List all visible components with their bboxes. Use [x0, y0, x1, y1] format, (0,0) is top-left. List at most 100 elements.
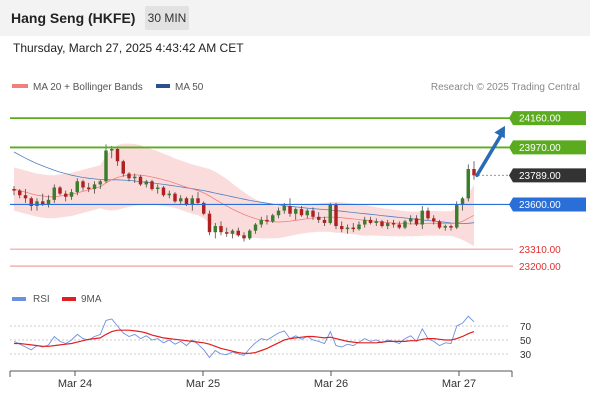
x-tick-label: Mar 26 — [314, 378, 348, 390]
candle — [115, 147, 120, 166]
candle — [18, 189, 22, 199]
candle — [288, 198, 292, 217]
candle — [391, 219, 396, 228]
candle — [426, 207, 430, 220]
candle — [179, 195, 183, 205]
interval-button[interactable]: 30 MIN — [145, 6, 189, 30]
candle — [271, 213, 275, 223]
level-target-text: 23200.00 — [519, 262, 561, 273]
x-axis: Mar 24 Mar 25 Mar 26 Mar 27 — [9, 370, 513, 390]
ma20-legend-swatch — [12, 84, 28, 88]
candle — [144, 179, 148, 188]
candle — [397, 221, 401, 230]
level-tag-text: 23600.00 — [519, 200, 561, 211]
candle — [420, 206, 424, 230]
rsi-ma-legend-swatch — [62, 297, 76, 301]
candle — [242, 232, 246, 242]
candle — [92, 181, 97, 194]
level-tag-text: 23970.00 — [519, 143, 561, 154]
candle — [196, 192, 200, 205]
candle — [207, 210, 212, 236]
legend: MA 20 + Bollinger Bands MA 50 Research ©… — [12, 82, 580, 93]
candle — [322, 216, 327, 227]
x-tick-label: Mar 25 — [186, 378, 220, 390]
level-tag: 23600.00 — [509, 197, 586, 212]
candle — [351, 222, 355, 233]
rsi-legend-swatch — [12, 297, 26, 301]
bollinger-band — [14, 143, 474, 247]
candle — [161, 185, 166, 197]
candle — [127, 172, 131, 182]
candle — [104, 144, 108, 183]
rsi-level-label: 50 — [520, 336, 532, 347]
candle — [368, 216, 373, 225]
ma20-legend-label: MA 20 + Bollinger Bands — [33, 82, 143, 93]
rsi-level-label: 30 — [520, 350, 532, 361]
candle — [265, 215, 269, 225]
candle — [46, 195, 51, 208]
candle — [29, 196, 33, 211]
candle — [460, 196, 465, 211]
candle — [81, 179, 85, 191]
candle — [253, 222, 258, 234]
candle — [311, 207, 315, 220]
candle — [12, 185, 16, 196]
candle — [75, 178, 79, 196]
candle — [69, 189, 74, 200]
candle — [409, 215, 413, 225]
candle — [340, 221, 344, 233]
candle — [133, 173, 137, 183]
candle — [230, 229, 235, 239]
candle — [167, 190, 171, 199]
candle — [190, 195, 194, 211]
candle — [156, 184, 160, 194]
candle — [64, 190, 68, 202]
candle — [305, 209, 309, 219]
ma20-line — [13, 174, 475, 225]
candle — [443, 224, 447, 231]
rsi-ma-line — [14, 329, 475, 354]
ma50-legend-swatch — [156, 84, 170, 88]
candle — [236, 227, 240, 237]
level-tag: 24160.00 — [509, 111, 586, 126]
header-bar: Hang Seng (HKFE) 30 MIN — [0, 0, 590, 36]
candle — [248, 229, 252, 240]
candle — [150, 179, 154, 191]
ma50-line — [13, 151, 475, 225]
instrument-title: Hang Seng (HKFE) — [11, 10, 136, 26]
rsi-line — [13, 315, 475, 359]
candle — [403, 219, 407, 230]
candle — [317, 212, 321, 223]
candle — [58, 185, 62, 196]
candle — [98, 179, 102, 190]
datetime-label: Thursday, March 27, 2025 4:43:42 AM CET — [13, 41, 244, 55]
candle — [357, 221, 361, 231]
candle — [213, 222, 217, 239]
level-tag-text: 23789.00 — [519, 171, 561, 182]
candle — [328, 202, 332, 225]
level-target-text: 23310.00 — [519, 245, 561, 256]
rsi-level-label: 70 — [520, 322, 532, 333]
candle — [87, 182, 91, 193]
source-credit: Research © 2025 Trading Central — [431, 82, 580, 93]
candle — [432, 215, 436, 225]
level-tag: 23970.00 — [509, 140, 586, 155]
x-tick-label: Mar 27 — [442, 378, 476, 390]
rsi-legend-label: RSI — [33, 294, 50, 305]
candle — [449, 224, 453, 231]
level-tag-text: 24160.00 — [519, 114, 561, 125]
candle — [202, 201, 206, 216]
forecast-arrow-head — [494, 125, 505, 139]
price-plot — [12, 143, 476, 247]
forecast-arrow — [475, 130, 505, 178]
candle — [23, 189, 28, 203]
candle — [121, 159, 125, 177]
candle — [52, 184, 56, 203]
candle — [294, 207, 298, 220]
candle — [219, 221, 223, 236]
candle — [363, 216, 367, 228]
candle — [374, 218, 378, 227]
rsi-plot: 70 50 30 — [10, 315, 532, 361]
level-tag: 23789.00 — [509, 168, 586, 183]
